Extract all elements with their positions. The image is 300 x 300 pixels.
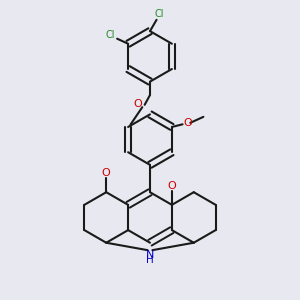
- Text: O: O: [183, 118, 192, 128]
- Text: H: H: [146, 255, 154, 265]
- Text: Cl: Cl: [106, 30, 115, 40]
- Text: O: O: [102, 168, 111, 178]
- Text: O: O: [167, 181, 176, 190]
- Text: N: N: [146, 250, 154, 260]
- Text: O: O: [134, 99, 142, 109]
- Text: Cl: Cl: [154, 10, 164, 20]
